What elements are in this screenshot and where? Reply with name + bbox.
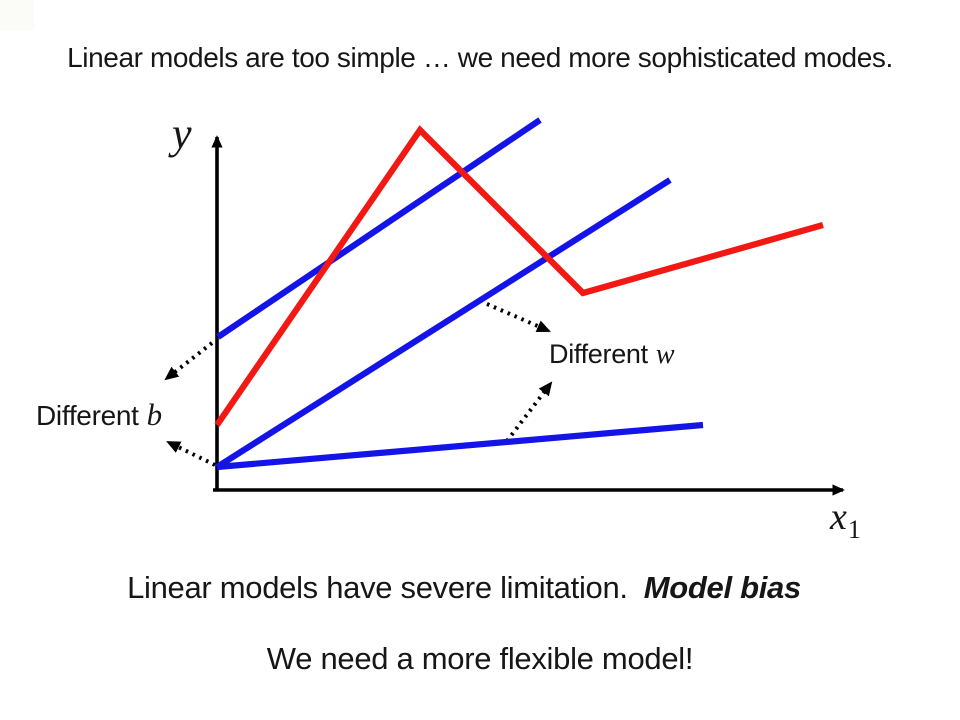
blue-line-flat <box>216 421 704 471</box>
limitation-text: Linear models have severe limitation. <box>127 570 628 605</box>
different-w-label: Different w <box>549 339 675 371</box>
red-piecewise-line <box>214 125 824 427</box>
different-b-arrow-upper <box>164 341 214 381</box>
different-b-variable: b <box>146 397 163 432</box>
different-w-variable: w <box>655 339 675 370</box>
blue-line-steep-upper <box>216 117 542 340</box>
flexible-model-text: We need a more flexible model! <box>266 641 694 676</box>
slide-title: Linear models are too simple … we need m… <box>67 42 893 73</box>
x-axis-label: x1 <box>830 498 861 543</box>
model-bias-text: Model bias <box>643 570 802 605</box>
blue-line-steep-lower <box>215 177 672 470</box>
different-b-label: Different b <box>36 397 162 433</box>
different-b-text: Different <box>36 400 139 431</box>
different-w-arrow-upper <box>486 302 551 333</box>
different-w-arrow-lower <box>505 381 553 443</box>
different-w-text: Different <box>549 339 648 369</box>
different-b-arrow-lower <box>166 440 216 467</box>
x-axis-label-base: x <box>830 496 847 538</box>
corner-artifact <box>0 0 34 30</box>
x-axis-label-sub: 1 <box>847 515 861 544</box>
limitation-statement: Linear models have severe limitation. Mod… <box>0 570 944 606</box>
y-axis-label: y <box>172 109 192 158</box>
